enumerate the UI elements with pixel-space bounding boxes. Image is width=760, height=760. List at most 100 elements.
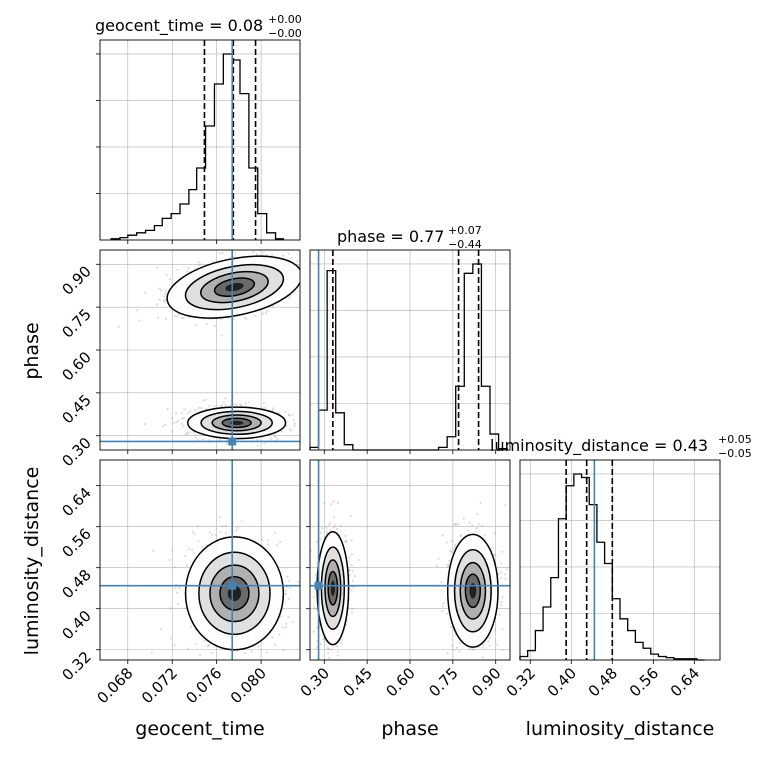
joint-phase-luminosity_distance-sample — [312, 596, 315, 599]
joint-geocent_time-phase-sample — [180, 411, 184, 414]
joint-geocent_time-phase-sample — [288, 413, 291, 416]
joint-phase-luminosity_distance-sample — [351, 607, 354, 610]
joint-geocent_time-phase-sample — [168, 278, 171, 281]
hist-luminosity_distance-frame — [519, 459, 721, 661]
joint-geocent_time-luminosity_distance-sample — [206, 644, 209, 648]
joint-geocent_time-phase-sample — [262, 251, 265, 254]
joint-phase-luminosity_distance-sample — [500, 600, 503, 604]
joint-geocent_time-phase-sample — [180, 422, 183, 425]
joint-phase-luminosity_distance-sample — [321, 527, 324, 530]
joint-phase-luminosity_distance-sample — [488, 644, 491, 647]
joint-phase-luminosity_distance-sample — [348, 569, 351, 572]
joint-geocent_time-phase-sample — [186, 431, 189, 434]
joint-phase-luminosity_distance-sample — [487, 640, 490, 643]
joint-geocent_time-luminosity_distance-sample — [280, 615, 283, 618]
title-geocent-time: geocent_time = 0.08 — [95, 16, 263, 36]
joint-geocent_time-phase-sample — [292, 419, 296, 422]
joint-geocent_time-phase-sample — [158, 298, 161, 301]
joint-geocent_time-phase-sample — [177, 419, 180, 423]
ytick-label-phase: 0.75 — [58, 305, 94, 341]
title-phase: phase = 0.77 — [337, 227, 444, 246]
joint-geocent_time-phase-sample — [189, 431, 192, 434]
joint-phase-luminosity_distance-sample — [332, 500, 335, 503]
joint-geocent_time-luminosity_distance-sample — [267, 543, 270, 546]
joint-geocent_time-phase-sample — [224, 397, 227, 400]
joint-geocent_time-luminosity_distance-sample — [152, 549, 155, 553]
joint-phase-luminosity_distance-sample — [329, 529, 332, 532]
joint-geocent_time-luminosity_distance-sample — [193, 552, 196, 555]
joint-phase-luminosity_distance-sample — [448, 559, 451, 562]
joint-geocent_time-phase-sample — [222, 401, 225, 404]
joint-geocent_time-luminosity_distance-sample — [286, 575, 289, 578]
joint-geocent_time-luminosity_distance-sample — [186, 564, 189, 567]
joint-geocent_time-phase-sample — [239, 403, 242, 406]
joint-geocent_time-luminosity_distance-sample — [211, 533, 214, 536]
joint-phase-luminosity_distance-sample — [459, 642, 462, 645]
xtick-label-geocent_time: 0.068 — [94, 664, 137, 707]
joint-phase-luminosity_distance-sample — [322, 637, 325, 640]
joint-geocent_time-luminosity_distance-sample — [220, 525, 223, 528]
joint-phase-luminosity_distance-sample — [454, 546, 457, 549]
joint-phase-luminosity_distance-sample — [453, 648, 456, 651]
joint-phase-luminosity_distance-sample — [319, 538, 322, 541]
xlabel-geocent-time: geocent_time — [135, 718, 264, 740]
joint-geocent_time-phase-sample — [271, 409, 274, 412]
joint-geocent_time-luminosity_distance-sample — [176, 591, 179, 594]
ytick-label-luminosity_distance: 0.64 — [58, 484, 94, 520]
joint-phase-luminosity_distance-sample — [316, 562, 319, 565]
joint-phase-luminosity_distance-sample — [459, 535, 462, 538]
joint-geocent_time-luminosity_distance-sample — [174, 587, 177, 590]
joint-geocent_time-phase-sample — [175, 421, 178, 424]
joint-geocent_time-phase-sample — [276, 437, 279, 441]
joint-geocent_time-luminosity_distance-sample — [274, 531, 277, 535]
joint-phase-luminosity_distance-sample — [340, 642, 343, 645]
joint-geocent_time-phase-sample — [186, 270, 189, 273]
joint-phase-luminosity_distance-sample — [437, 557, 440, 560]
joint-geocent_time-phase-sample — [171, 417, 174, 420]
panel-layer: 0.32 0.40 0.48 0.56 0.640.300.450.600.750.90… — [58, 39, 721, 707]
joint-geocent_time-phase-sample — [166, 408, 169, 411]
joint-phase-luminosity_distance-sample — [506, 568, 509, 571]
joint-geocent_time-luminosity_distance-sample — [207, 644, 210, 647]
joint-phase-luminosity_distance-sample — [349, 515, 352, 518]
joint-geocent_time-phase-sample — [138, 319, 141, 322]
joint-phase-luminosity_distance-sample — [479, 501, 482, 504]
joint-geocent_time-phase-sample — [197, 263, 200, 266]
joint-phase-luminosity_distance-sample — [475, 527, 479, 530]
histogram-geocent_time — [110, 53, 284, 240]
joint-phase-luminosity_distance-sample — [319, 643, 322, 646]
joint-geocent_time-luminosity_distance-sample — [224, 524, 227, 527]
joint-geocent_time-phase-sample — [291, 414, 294, 417]
joint-phase-luminosity_distance-sample — [345, 539, 348, 542]
joint-phase-luminosity_distance-sample — [493, 554, 497, 557]
joint-geocent_time-luminosity_distance-sample — [187, 547, 190, 551]
joint-phase-luminosity_distance-sample — [493, 532, 496, 535]
joint-geocent_time-luminosity_distance: 0.068 0.072 0.076 0.080 0.32 0.40 0.48 0.56 0.64 — [58, 459, 301, 707]
joint-geocent_time-phase-sample — [247, 401, 251, 404]
title-phase-plus: +0.07 — [448, 224, 482, 237]
joint-phase-luminosity_distance: 0.30 0.45 0.60 0.75 0.90 — [297, 459, 511, 700]
title-luminosity-distance-minus: −0.05 — [718, 447, 752, 460]
joint-geocent_time-phase-sample — [264, 406, 267, 409]
joint-geocent_time-phase-sample — [263, 442, 266, 445]
joint-phase-luminosity_distance-sample — [316, 626, 319, 629]
joint-geocent_time-phase-sample — [213, 405, 216, 408]
joint-phase-luminosity_distance-sample — [500, 571, 503, 574]
joint-geocent_time-luminosity_distance-sample — [265, 651, 268, 654]
joint-geocent_time-phase-sample — [117, 325, 120, 328]
joint-geocent_time-luminosity_distance-sample — [211, 651, 214, 655]
joint-geocent_time-phase-sample — [194, 408, 197, 411]
joint-geocent_time-phase-sample — [219, 318, 222, 321]
joint-geocent_time-phase-sample — [201, 438, 204, 441]
joint-phase-luminosity_distance-sample — [504, 573, 507, 576]
joint-phase-luminosity_distance-sample — [451, 644, 454, 647]
ytick-label-luminosity_distance: 0.56 — [58, 525, 94, 561]
joint-geocent_time-phase-sample — [266, 309, 269, 313]
xlabel-phase: phase — [381, 718, 438, 740]
joint-geocent_time-luminosity_distance-sample — [235, 529, 238, 532]
joint-geocent_time-phase-sample — [155, 303, 158, 306]
joint-geocent_time-phase-sample — [157, 316, 160, 319]
joint-geocent_time-luminosity_distance-sample — [197, 539, 200, 543]
joint-phase-luminosity_distance-sample — [440, 581, 443, 584]
